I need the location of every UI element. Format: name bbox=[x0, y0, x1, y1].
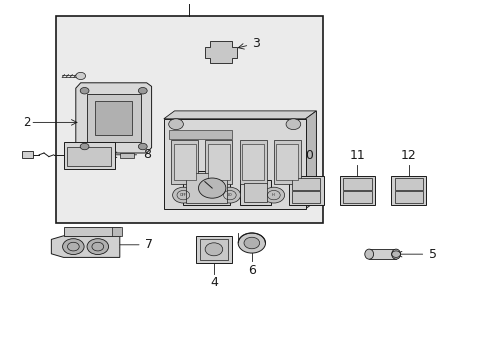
Polygon shape bbox=[174, 111, 316, 201]
Circle shape bbox=[263, 187, 284, 203]
Polygon shape bbox=[51, 236, 120, 257]
Polygon shape bbox=[205, 41, 237, 63]
Text: 2: 2 bbox=[23, 116, 30, 129]
Circle shape bbox=[238, 233, 265, 253]
Text: 13: 13 bbox=[198, 144, 214, 157]
Bar bbox=[394, 178, 422, 190]
Bar bbox=[199, 239, 228, 260]
Bar bbox=[390, 176, 426, 205]
Bar bbox=[63, 142, 115, 169]
Polygon shape bbox=[305, 111, 316, 209]
Bar bbox=[243, 183, 267, 202]
Circle shape bbox=[80, 87, 89, 94]
Bar bbox=[239, 140, 266, 184]
Circle shape bbox=[87, 239, 108, 255]
Circle shape bbox=[62, 239, 84, 255]
Polygon shape bbox=[63, 227, 120, 236]
Circle shape bbox=[138, 143, 147, 150]
Circle shape bbox=[172, 187, 194, 203]
Bar bbox=[171, 140, 198, 184]
Bar bbox=[173, 144, 195, 180]
Polygon shape bbox=[163, 111, 316, 119]
Circle shape bbox=[80, 143, 89, 150]
Polygon shape bbox=[120, 153, 134, 158]
Text: 6: 6 bbox=[247, 264, 255, 277]
Circle shape bbox=[138, 87, 147, 94]
Ellipse shape bbox=[391, 249, 400, 259]
Bar bbox=[368, 249, 395, 259]
Text: LO: LO bbox=[227, 193, 232, 197]
Circle shape bbox=[219, 187, 240, 203]
Circle shape bbox=[168, 119, 183, 130]
Bar bbox=[291, 191, 320, 203]
Bar bbox=[339, 176, 374, 205]
Text: 10: 10 bbox=[298, 149, 313, 162]
Bar bbox=[239, 180, 271, 205]
Text: 4: 4 bbox=[209, 276, 218, 289]
Ellipse shape bbox=[364, 249, 373, 259]
Bar bbox=[205, 140, 232, 184]
Bar bbox=[95, 101, 132, 135]
Bar bbox=[195, 236, 232, 263]
Text: 9: 9 bbox=[251, 153, 259, 166]
Bar bbox=[207, 144, 229, 180]
Bar bbox=[168, 130, 232, 139]
Text: 7: 7 bbox=[145, 238, 153, 251]
Polygon shape bbox=[183, 171, 229, 205]
Text: 3: 3 bbox=[251, 37, 259, 50]
Bar bbox=[56, 16, 322, 223]
Bar bbox=[276, 144, 298, 180]
Circle shape bbox=[205, 243, 222, 256]
Bar bbox=[22, 151, 33, 158]
Text: 11: 11 bbox=[349, 149, 365, 162]
Bar bbox=[186, 173, 226, 203]
Bar bbox=[288, 176, 323, 205]
Bar bbox=[242, 144, 264, 180]
Bar bbox=[291, 178, 320, 190]
Circle shape bbox=[244, 237, 259, 249]
Bar bbox=[86, 94, 141, 142]
Bar bbox=[343, 178, 371, 190]
Bar bbox=[67, 147, 111, 166]
Polygon shape bbox=[163, 119, 305, 209]
Polygon shape bbox=[76, 83, 151, 153]
Text: OFF: OFF bbox=[180, 193, 186, 197]
Polygon shape bbox=[90, 153, 105, 158]
Bar bbox=[273, 140, 300, 184]
Bar bbox=[343, 191, 371, 203]
Circle shape bbox=[198, 178, 225, 198]
Circle shape bbox=[285, 119, 300, 130]
Text: 5: 5 bbox=[428, 248, 436, 261]
Text: 8: 8 bbox=[142, 148, 150, 161]
Text: HI: HI bbox=[271, 193, 275, 197]
Bar bbox=[394, 191, 422, 203]
Circle shape bbox=[76, 72, 85, 80]
Text: 12: 12 bbox=[400, 149, 416, 162]
Bar bbox=[112, 227, 122, 236]
